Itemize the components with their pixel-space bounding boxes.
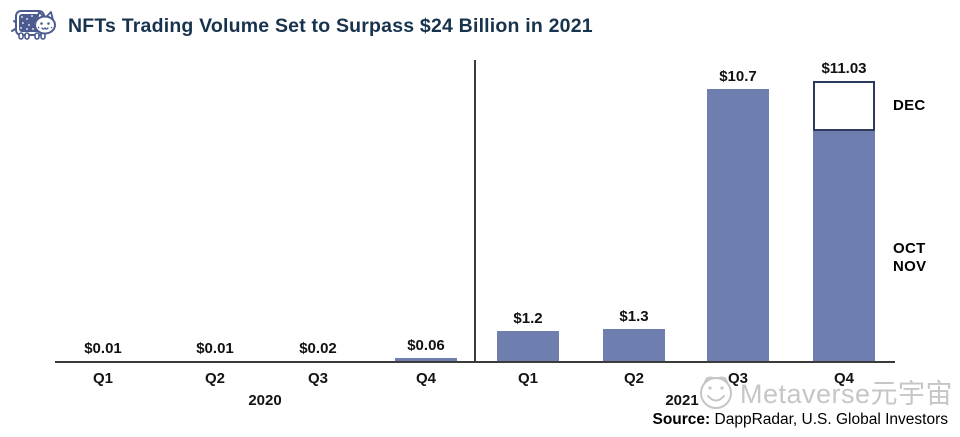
year-label-2020: 2020	[248, 392, 282, 409]
header: NFTs Trading Volume Set to Surpass $24 B…	[8, 5, 593, 47]
value-label-2021-q4: $11.03	[821, 59, 867, 77]
category-label-2020-q4: Q4	[415, 370, 436, 387]
category-label-2020-q2: Q2	[204, 370, 225, 387]
category-label-2021-q4: Q4	[833, 370, 854, 387]
annotation-dec: DEC	[893, 97, 926, 114]
value-label-2021-q2: $1.3	[619, 307, 649, 325]
value-label-2021-q1: $1.2	[513, 310, 543, 328]
value-label-2020-q2: $0.01	[196, 340, 234, 357]
source-text: DappRadar, U.S. Global Investors	[710, 411, 949, 428]
value-label-2020-q4: $0.06	[407, 336, 445, 354]
category-label-2021-q2: Q2	[623, 370, 644, 387]
annotation-nov: NOV	[893, 258, 927, 275]
annotation-oct: OCT	[893, 240, 926, 257]
category-label-2021-q1: Q1	[517, 370, 538, 387]
year-divider-line	[474, 60, 476, 363]
category-label-2021-q3: Q3	[727, 370, 748, 387]
bar-2021-q2	[603, 328, 665, 362]
source-credit: Source: DappRadar, U.S. Global Investors	[652, 411, 948, 429]
bar-2021-q1	[497, 331, 559, 362]
source-label: Source:	[652, 411, 711, 428]
bar-2020-q4	[395, 357, 457, 362]
bar-2021-q4-octnov	[813, 131, 875, 362]
value-label-2020-q1: $0.01	[84, 340, 122, 357]
bar-2021-q4-dec	[813, 81, 875, 131]
bar-2021-q3	[707, 89, 769, 362]
value-label-2020-q3: $0.02	[299, 340, 337, 357]
nyan-cat-icon	[11, 10, 56, 40]
value-label-2021-q3: $10.7	[719, 68, 757, 86]
category-label-2020-q3: Q3	[307, 370, 328, 387]
category-label-2020-q1: Q1	[92, 370, 113, 387]
year-label-2021: 2021	[665, 392, 699, 409]
page-title: NFTs Trading Volume Set to Surpass $24 B…	[68, 14, 593, 37]
